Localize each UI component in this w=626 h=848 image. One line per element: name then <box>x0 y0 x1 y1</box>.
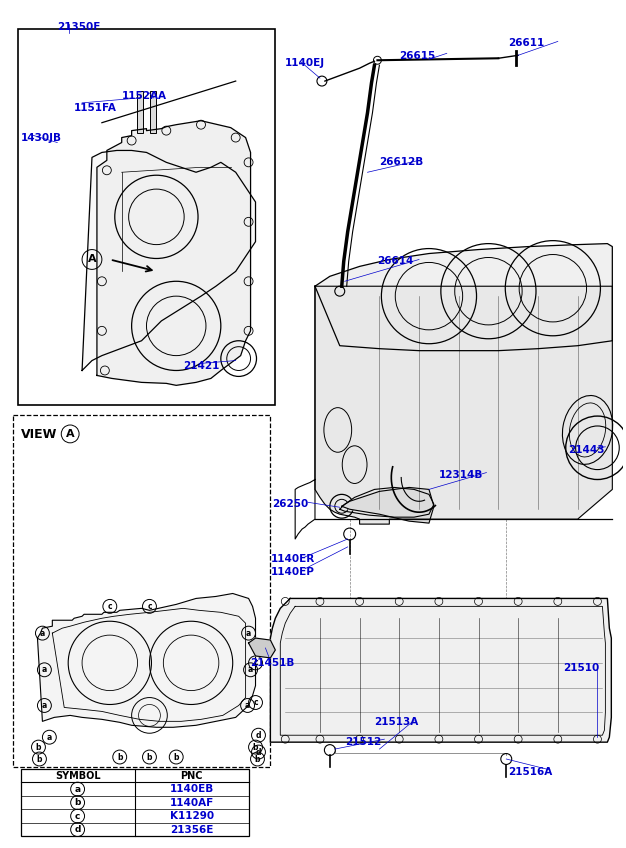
Text: b: b <box>253 743 259 751</box>
Text: K11290: K11290 <box>170 811 213 821</box>
Text: 1151FA: 1151FA <box>74 103 117 113</box>
Text: SYMBOL: SYMBOL <box>55 771 100 781</box>
Text: a: a <box>248 666 253 674</box>
Polygon shape <box>82 150 255 371</box>
Text: 1152AA: 1152AA <box>121 91 167 101</box>
Polygon shape <box>97 120 250 385</box>
Text: b: b <box>36 743 41 751</box>
Bar <box>13 415 270 767</box>
Text: b: b <box>146 752 152 762</box>
Text: c: c <box>75 812 80 821</box>
Text: c: c <box>253 658 258 667</box>
Text: a: a <box>40 628 45 638</box>
Text: 21443: 21443 <box>568 445 604 455</box>
Text: b: b <box>255 755 260 763</box>
Polygon shape <box>270 599 612 742</box>
Text: b: b <box>117 752 123 762</box>
Text: 1140AF: 1140AF <box>170 798 213 807</box>
Text: 26611: 26611 <box>508 38 545 48</box>
Text: 1140EB: 1140EB <box>170 784 213 794</box>
Text: 21356E: 21356E <box>170 824 213 834</box>
Polygon shape <box>38 594 255 728</box>
Text: d: d <box>256 731 261 739</box>
Polygon shape <box>315 287 612 524</box>
Text: 12314B: 12314B <box>439 470 483 480</box>
Text: 21350F: 21350F <box>58 21 101 31</box>
Text: b: b <box>173 752 179 762</box>
Polygon shape <box>340 488 434 517</box>
Text: 1430JB: 1430JB <box>21 132 61 142</box>
Bar <box>136 91 143 132</box>
Text: d: d <box>74 825 81 834</box>
Bar <box>18 29 275 405</box>
Text: 21512: 21512 <box>345 737 381 747</box>
Text: b: b <box>74 798 81 807</box>
Text: 1140EP: 1140EP <box>270 566 314 577</box>
Polygon shape <box>315 243 612 351</box>
Text: 21510: 21510 <box>563 663 599 672</box>
Text: c: c <box>253 698 258 707</box>
Text: a: a <box>245 701 250 710</box>
Text: a: a <box>74 784 81 794</box>
Bar <box>150 91 156 132</box>
Text: 26612B: 26612B <box>379 158 424 167</box>
Bar <box>21 769 249 836</box>
Text: a: a <box>42 666 47 674</box>
Text: a: a <box>42 701 47 710</box>
Text: a: a <box>246 628 251 638</box>
Text: 1140EJ: 1140EJ <box>285 59 326 69</box>
Text: c: c <box>147 602 151 611</box>
Text: 21513A: 21513A <box>374 717 419 728</box>
Text: A: A <box>66 429 74 439</box>
Text: 26250: 26250 <box>272 499 309 510</box>
Text: 26614: 26614 <box>377 256 414 266</box>
Text: 21451B: 21451B <box>250 658 295 668</box>
Text: PNC: PNC <box>180 771 203 781</box>
Text: b: b <box>37 755 42 763</box>
Polygon shape <box>342 488 434 523</box>
Text: A: A <box>88 254 96 265</box>
Text: VIEW: VIEW <box>21 428 57 441</box>
Text: d: d <box>256 748 261 756</box>
Text: 26615: 26615 <box>399 52 436 61</box>
Text: c: c <box>108 602 112 611</box>
Text: a: a <box>47 733 52 742</box>
Text: 21421: 21421 <box>183 360 220 371</box>
Polygon shape <box>249 638 275 658</box>
Text: 1140ER: 1140ER <box>270 554 315 564</box>
Text: 21516A: 21516A <box>508 767 553 777</box>
